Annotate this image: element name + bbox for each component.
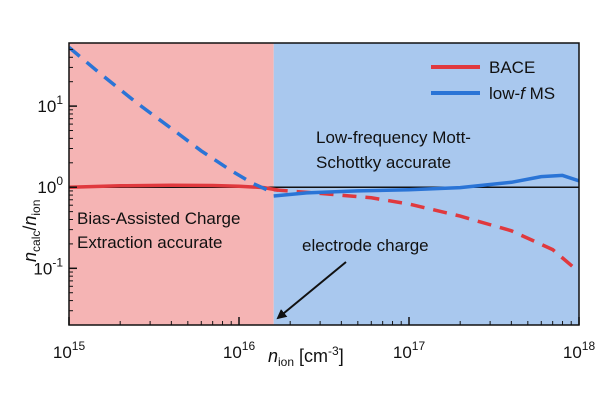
ms-label-line1: Low-frequency Mott- <box>316 128 471 147</box>
x-axis-ticks: 1015 1016 1017 1018 <box>53 317 596 362</box>
electrode-charge-label: electrode charge <box>276 236 429 320</box>
y-tick-label: 10-1 <box>33 255 63 278</box>
x-tick-label: 1016 <box>223 339 256 362</box>
x-tick-label: 1018 <box>563 339 596 362</box>
bace-label-line2: Extraction accurate <box>77 233 223 252</box>
x-axis-label: nion [cm-3] <box>268 344 344 369</box>
legend: BACE low-f MS <box>431 58 555 103</box>
bace-region-label: Bias-Assisted Charge Extraction accurate <box>77 209 240 252</box>
region-1 <box>273 43 579 325</box>
y-tick-label: 100 <box>37 174 63 197</box>
region-backgrounds <box>69 43 579 325</box>
ms-label-line2: Schottky accurate <box>316 153 451 172</box>
x-tick-label: 1017 <box>393 339 426 362</box>
series-low-f-ms-dashed <box>69 46 275 195</box>
x-tick-label: 1015 <box>53 339 86 362</box>
series-bace-dashed <box>273 188 579 274</box>
series-group <box>69 46 579 274</box>
bace-label-line1: Bias-Assisted Charge <box>77 209 240 228</box>
y-axis-ticks: 10-1 100 101 <box>33 42 77 326</box>
series-low-f-ms-solid <box>273 173 579 198</box>
legend-label-low-f-ms: low-f MS <box>489 84 555 103</box>
legend-label-bace: BACE <box>489 58 535 77</box>
electrode-charge-arrow <box>276 261 347 320</box>
plot-frame <box>68 42 580 326</box>
y-axis-label: ncalc/nion <box>20 200 43 262</box>
ms-region-label: Low-frequency Mott- Schottky accurate <box>316 128 471 172</box>
electrode-charge-text: electrode charge <box>302 236 429 255</box>
y-tick-label: 101 <box>37 93 63 116</box>
